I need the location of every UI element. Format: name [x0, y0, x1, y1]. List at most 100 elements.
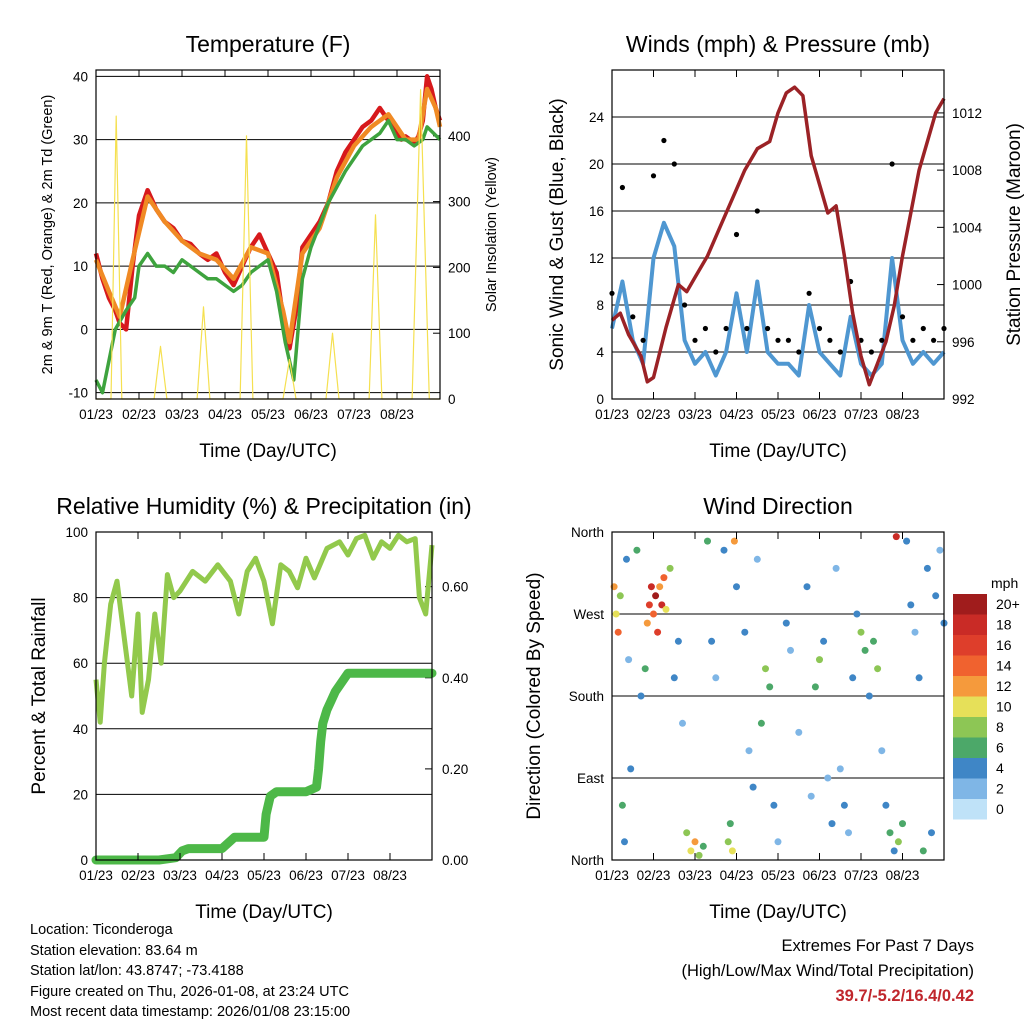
- colorbar-label: 6: [996, 740, 1004, 756]
- direction-point: [695, 851, 703, 859]
- y-tick-label: 16: [589, 204, 604, 219]
- direction-point: [643, 619, 651, 627]
- direction-point: [660, 574, 668, 582]
- x-axis-label: Time (Day/UTC): [199, 441, 337, 462]
- direction-point: [683, 829, 691, 837]
- y2-tick-label: 400: [448, 129, 471, 144]
- colorbar-swatch: [953, 758, 987, 779]
- direction-point: [836, 765, 844, 773]
- y2-tick-label: 996: [952, 335, 975, 350]
- direction-point: [627, 765, 635, 773]
- direction-point: [811, 683, 819, 691]
- gust-point: [619, 184, 626, 191]
- y-tick-label: North: [571, 525, 604, 540]
- colorbar-swatch: [953, 594, 987, 615]
- created-text: Figure created on Thu, 2026-01-08, at 23…: [30, 983, 349, 1000]
- series-wind: [610, 220, 946, 378]
- x-tick-label: 03/23: [163, 868, 197, 883]
- direction-point: [870, 637, 877, 645]
- gust-point: [816, 325, 823, 332]
- x-tick-label: 02/23: [637, 868, 671, 883]
- direction-point: [928, 829, 935, 837]
- direction-point: [616, 592, 624, 600]
- x-tick-label: 08/23: [373, 868, 407, 883]
- y2-axis-label: Station Pressure (Maroon): [1004, 123, 1024, 346]
- direction-point: [656, 583, 664, 591]
- colorbar-label: 2: [996, 781, 1004, 797]
- extremes-panel: Extremes For Past 7 Days (High/Low/Max W…: [681, 934, 974, 1009]
- gust-point: [650, 173, 657, 179]
- colorbar-label: 18: [996, 617, 1012, 633]
- gust-point: [796, 349, 802, 355]
- y-tick-label: 0: [596, 392, 604, 407]
- colorbar-swatch: [953, 676, 987, 697]
- direction-point: [679, 719, 686, 727]
- latlon-text: Station lat/lon: 43.8747; -73.4188: [30, 963, 244, 979]
- gust-point: [640, 337, 646, 343]
- gust-point: [806, 290, 812, 296]
- gust-point: [837, 349, 843, 355]
- direction-point: [623, 555, 630, 563]
- direction-point: [886, 829, 894, 837]
- direction-point: [828, 820, 836, 828]
- gust-point: [630, 314, 636, 320]
- direction-point: [637, 692, 645, 700]
- direction-point: [770, 801, 778, 809]
- direction-point: [704, 537, 711, 545]
- direction-point: [932, 592, 940, 600]
- y-tick-label: 30: [73, 133, 88, 148]
- colorbar-swatch: [953, 799, 987, 820]
- y2-tick-label: 300: [448, 195, 471, 210]
- gust-point: [775, 337, 781, 343]
- x-tick-label: 08/23: [886, 868, 920, 883]
- direction-point: [853, 610, 861, 618]
- direction-point: [936, 546, 944, 554]
- direction-point: [820, 637, 828, 645]
- y-axis-label: Percent & Total Rainfall: [29, 597, 50, 794]
- colorbar-label: 20+: [996, 596, 1020, 612]
- y2-axis-label: Solar Insolation (Yellow): [484, 157, 500, 312]
- direction-point: [730, 537, 738, 545]
- direction-point: [612, 610, 620, 618]
- panel-title: Temperature (F): [186, 31, 351, 57]
- colorbar-label: 10: [996, 699, 1012, 715]
- direction-point: [803, 583, 811, 591]
- y2-tick-label: 0: [448, 392, 456, 407]
- x-tick-label: 04/23: [720, 407, 754, 422]
- colorbar-swatch: [953, 614, 987, 635]
- x-tick-label: 02/23: [121, 868, 155, 883]
- x-tick-label: 08/23: [380, 407, 414, 422]
- gust-point: [733, 231, 740, 238]
- direction-point: [807, 792, 815, 800]
- direction-point: [691, 838, 699, 846]
- y2-tick-label: 1004: [952, 220, 983, 235]
- gust-point: [765, 325, 771, 332]
- y-tick-label: 20: [73, 196, 88, 211]
- gust-point: [713, 349, 719, 355]
- x-tick-label: 03/23: [165, 407, 199, 422]
- direction-point: [857, 628, 865, 636]
- y-tick-label: 24: [589, 110, 605, 125]
- x-tick-label: 03/23: [678, 407, 712, 422]
- y-axis-label: Direction (Colored By Speed): [524, 572, 545, 819]
- x-tick-label: 07/23: [844, 868, 878, 883]
- colorbar-label: 8: [996, 719, 1004, 735]
- y2-tick-label: 1012: [952, 106, 982, 121]
- x-tick-label: 06/23: [294, 407, 328, 422]
- direction-point: [708, 637, 716, 645]
- gust-point: [723, 325, 729, 332]
- direction-point: [658, 601, 666, 609]
- y2-tick-label: 1008: [952, 163, 982, 178]
- y2-tick-label: 0.00: [442, 853, 468, 868]
- direction-point: [641, 665, 649, 673]
- x-tick-label: 05/23: [251, 407, 285, 422]
- direction-point: [652, 592, 660, 600]
- colorbar-label: 12: [996, 678, 1012, 694]
- direction-point: [745, 747, 753, 755]
- series-relative-humidity: [93, 532, 435, 725]
- direction-point: [633, 546, 641, 554]
- series-pressure: [610, 85, 946, 387]
- x-tick-label: 04/23: [208, 407, 242, 422]
